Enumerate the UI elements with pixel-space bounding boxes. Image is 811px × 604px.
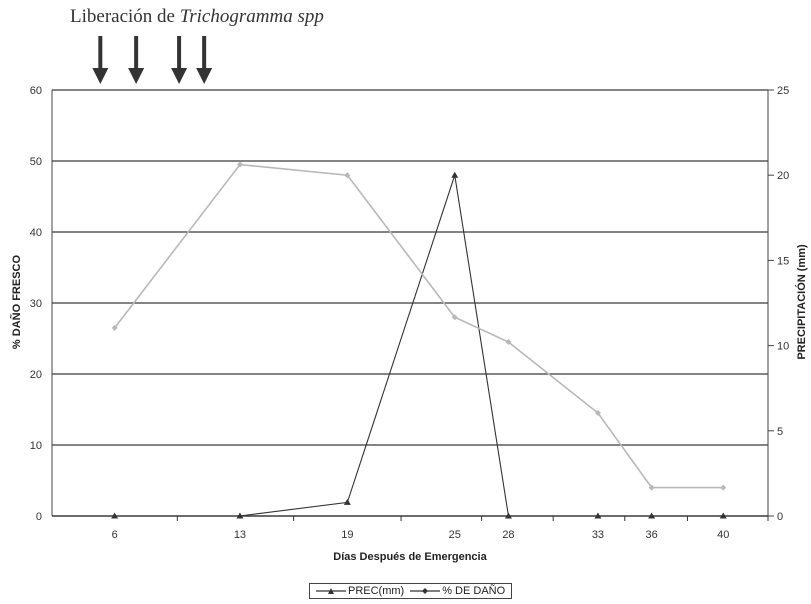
axes (51, 89, 774, 521)
legend: PREC(mm) % DE DAÑO (309, 583, 513, 599)
y-tick-left: 20 (30, 369, 42, 381)
release-arrow-head (92, 68, 109, 84)
y-tick-left: 30 (30, 298, 42, 310)
gridlines (52, 89, 768, 517)
x-tick-label: 19 (341, 529, 353, 541)
data-point-dano (594, 410, 601, 417)
x-tick-label: 33 (592, 529, 604, 541)
y-tick-right: 0 (777, 511, 783, 523)
data-point-dano (451, 314, 458, 321)
data-point-prec (343, 498, 351, 505)
legend-label-prec: PREC(mm) (348, 585, 405, 597)
y-tick-right: 25 (777, 85, 789, 97)
y-tick-right: 5 (777, 426, 783, 438)
x-tick-label: 6 (112, 529, 118, 541)
y-tick-right: 20 (777, 170, 789, 182)
data-point-prec (451, 171, 459, 178)
data-point-dano (111, 324, 118, 331)
y-tick-right: 10 (777, 341, 789, 353)
x-tick-label: 25 (449, 529, 461, 541)
y-tick-right: 15 (777, 255, 789, 267)
x-tick-label: 40 (717, 529, 729, 541)
series-line-prec (114, 175, 724, 517)
data-point-prec (111, 512, 119, 519)
release-arrows (92, 36, 213, 84)
data-point-prec (236, 512, 244, 519)
series-lines (111, 161, 727, 519)
y-tick-left: 60 (30, 85, 42, 97)
legend-item-prec: PREC(mm) (316, 585, 404, 597)
release-arrow-head (171, 68, 188, 84)
data-point-dano (505, 339, 512, 346)
y-tick-left: 50 (30, 156, 42, 168)
release-prefix: Liberación de (70, 6, 175, 27)
release-arrow-head (196, 68, 213, 84)
release-annotation: Liberación de Trichogramma spp (70, 6, 324, 28)
data-point-dano (720, 484, 727, 491)
y-tick-left: 0 (36, 511, 42, 523)
legend-swatch-dano (410, 588, 441, 594)
y-tick-left: 10 (30, 440, 42, 452)
release-arrow-head (128, 68, 145, 84)
x-axis-title: Días Después de Emergencia (333, 551, 487, 563)
data-point-prec (648, 512, 656, 519)
legend-label-dano: % DE DAÑO (442, 585, 506, 597)
tick-labels: 0 10 20 30 40 50 60 0 5 10 15 20 25 6 13 19 25 28 33 36 40 (30, 85, 790, 541)
x-tick-label: 28 (502, 529, 514, 541)
x-tick-label: 36 (646, 529, 658, 541)
release-suffix: spp (297, 6, 324, 27)
series-line-dano (114, 163, 724, 489)
y-axis-title-right: PRECIPITACIÓN (mm) (795, 244, 808, 360)
data-point-dano (344, 172, 351, 179)
data-point-dano (236, 161, 243, 168)
release-species: Trichogramma (179, 6, 293, 27)
legend-item-dano: % DE DAÑO (410, 585, 505, 597)
x-tick-label: 13 (234, 529, 246, 541)
legend-swatch-prec (316, 588, 346, 594)
data-point-prec (719, 512, 727, 519)
data-point-prec (594, 512, 602, 519)
data-point-dano (648, 484, 655, 491)
data-point-prec (504, 512, 512, 519)
y-axis-title-left: % DAÑO FRESCO (10, 255, 23, 350)
y-tick-left: 40 (30, 227, 42, 239)
